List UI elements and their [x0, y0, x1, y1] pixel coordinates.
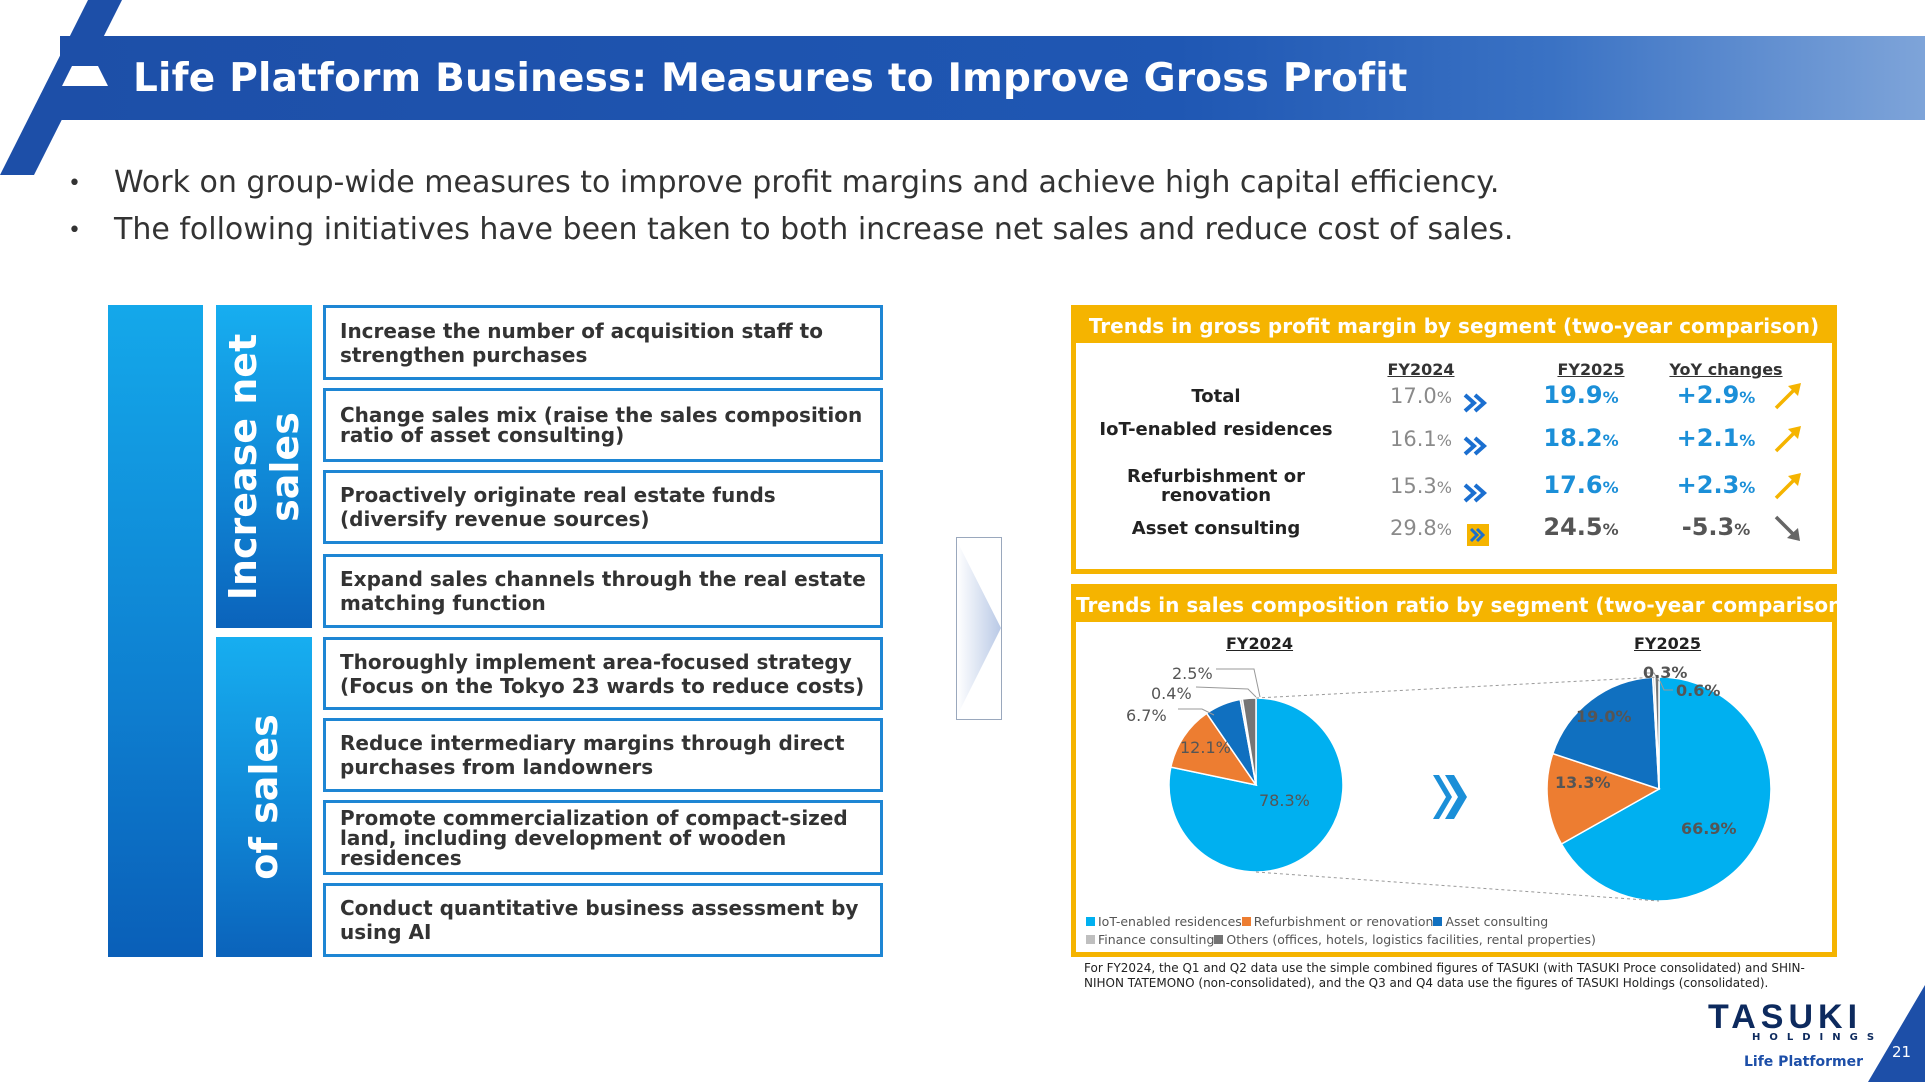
measure-text: Thoroughly implement area-focused strate…	[340, 649, 865, 698]
measures-side-bar	[108, 305, 203, 957]
chevron-right-icon	[1463, 393, 1488, 413]
pie-data-label: 6.7%	[1126, 706, 1167, 725]
header-slash-decoration	[0, 0, 122, 175]
legend-item: Finance consulting	[1086, 932, 1214, 947]
right-arrow-icon	[956, 537, 1002, 720]
bullet-item: • The following initiatives have been tak…	[68, 212, 1514, 247]
pie-slice	[1551, 676, 1660, 791]
segment-name: Total	[1191, 386, 1241, 407]
leader-line	[1216, 668, 1261, 698]
yoy-value: +2.9%	[1676, 381, 1756, 409]
composition-pie-charts	[1168, 668, 1772, 902]
fy2025-value: 24.5%	[1543, 513, 1619, 541]
logo-tagline: Life Platformer	[1744, 1054, 1863, 1070]
leader-line	[1195, 686, 1257, 698]
measure-box: Reduce intermediary margins through dire…	[323, 718, 883, 792]
trend-up-arrow-icon	[1774, 426, 1801, 453]
yoy-value: +2.3%	[1676, 471, 1756, 499]
corner-decoration	[1868, 985, 1925, 1082]
pie-year-label-fy2024: FY2024	[1226, 634, 1294, 653]
category-increase-net-sales: Increase net sales	[216, 305, 312, 628]
pie-data-label: 78.3%	[1259, 791, 1310, 810]
trend-up-arrow-icon	[1774, 383, 1801, 410]
connector-line	[1255, 676, 1660, 699]
measure-text: Proactively originate real estate funds …	[340, 483, 776, 531]
bullet-text: The following initiatives have been take…	[114, 212, 1514, 247]
pie-data-label: 0.4%	[1151, 684, 1192, 703]
connector-line	[1255, 871, 1660, 902]
chevron-right-icon	[1433, 775, 1467, 819]
pie-slice	[1546, 752, 1661, 846]
legend-item: IoT-enabled residences	[1086, 914, 1242, 929]
segment-name: Asset consulting	[1131, 518, 1301, 539]
page-number: 21	[1892, 1043, 1912, 1061]
fy2024-value: 15.3%	[1390, 474, 1452, 498]
pie-slice	[1241, 697, 1257, 786]
pie-data-label: 66.9%	[1681, 819, 1737, 838]
pie-data-label: 0.6%	[1676, 681, 1721, 700]
column-header-fy2024: FY2024	[1387, 360, 1455, 379]
measure-box: Expand sales channels through the real e…	[323, 554, 883, 628]
pie-data-label: 2.5%	[1172, 664, 1213, 683]
chart-legend: IoT-enabled residences Refurbishment or r…	[1086, 914, 1548, 929]
leader-line	[1659, 680, 1673, 691]
bullet-item: • Work on group-wide measures to improve …	[68, 165, 1500, 200]
segment-name: Refurbishment or renovation	[1126, 466, 1306, 506]
measure-box: Thoroughly implement area-focused strate…	[323, 637, 883, 710]
measure-text: Reduce intermediary margins through dire…	[340, 731, 845, 779]
chevron-right-icon	[1463, 483, 1488, 503]
measure-box: Conduct quantitative business assessment…	[323, 883, 883, 957]
column-header-yoy: YoY changes	[1669, 360, 1783, 379]
measure-text: Change sales mix (raise the sales compos…	[340, 403, 863, 447]
measure-box: Change sales mix (raise the sales compos…	[323, 388, 883, 462]
legend-item: Asset consulting	[1433, 914, 1548, 929]
gross-margin-panel: Trends in gross profit margin by segment…	[1071, 305, 1837, 574]
panel-heading: Trends in gross profit margin by segment…	[1076, 310, 1832, 343]
measure-text: Expand sales channels through the real e…	[340, 567, 866, 615]
category-cost-of-sales: of sales	[216, 637, 312, 957]
fy2024-value: 29.8%	[1390, 516, 1452, 540]
legend-item: Refurbishment or renovation	[1241, 914, 1433, 929]
pie-data-label: 13.3%	[1555, 773, 1611, 792]
bullet-text: Work on group-wide measures to improve p…	[114, 165, 1500, 200]
panel-heading: Trends in sales composition ratio by seg…	[1076, 589, 1852, 622]
measure-box: Proactively originate real estate funds …	[323, 470, 883, 544]
header-bar	[60, 36, 1925, 120]
measure-box: Increase the number of acquisition staff…	[323, 305, 883, 380]
logo-subtitle: HOLDINGS	[1752, 1032, 1884, 1043]
pie-slice	[1560, 676, 1772, 902]
pie-slice	[1169, 712, 1258, 787]
measure-box: Promote commercialization of compact-siz…	[323, 800, 883, 875]
measure-text: Increase the number of acquisition staff…	[340, 318, 823, 367]
composition-panel: Trends in sales composition ratio by seg…	[1071, 584, 1852, 957]
fy2024-value: 17.0%	[1390, 384, 1452, 408]
pie-year-label-fy2025: FY2025	[1634, 634, 1702, 653]
column-header-fy2025: FY2025	[1557, 360, 1625, 379]
fy2025-value: 18.2%	[1543, 424, 1619, 452]
yoy-value: -5.3%	[1681, 513, 1751, 541]
yoy-value: +2.1%	[1676, 424, 1756, 452]
legend-item: Others (offices, hotels, logistics facil…	[1214, 932, 1596, 947]
category-label: Increase net sales	[221, 333, 307, 600]
trend-down-arrow-icon	[1774, 515, 1800, 541]
footnote: For FY2024, the Q1 and Q2 data use the s…	[1084, 961, 1805, 990]
fy2025-value: 19.9%	[1543, 381, 1619, 409]
trend-up-arrow-icon	[1774, 473, 1801, 500]
chevron-right-icon	[1463, 436, 1488, 456]
fy2025-value: 17.6%	[1543, 471, 1619, 499]
category-label: of sales	[242, 714, 286, 880]
pie-data-label: 0.3%	[1643, 663, 1688, 682]
leader-line	[1646, 672, 1660, 682]
chart-legend-row-2: Finance consulting Others (offices, hotel…	[1086, 932, 1596, 947]
measure-text: Conduct quantitative business assessment…	[340, 896, 859, 944]
chevron-right-icon	[1467, 524, 1489, 546]
fy2024-value: 16.1%	[1390, 427, 1452, 451]
measure-text: Promote commercialization of compact-siz…	[340, 805, 848, 870]
pie-data-label: 12.1%	[1180, 738, 1231, 757]
pie-data-label: 19.0%	[1576, 707, 1632, 726]
page-title: Life Platform Business: Measures to Impr…	[133, 56, 1408, 101]
company-logo: TASUKI	[1708, 998, 1863, 1036]
leader-line	[1178, 708, 1215, 716]
segment-name: IoT-enabled residences	[1099, 419, 1333, 440]
